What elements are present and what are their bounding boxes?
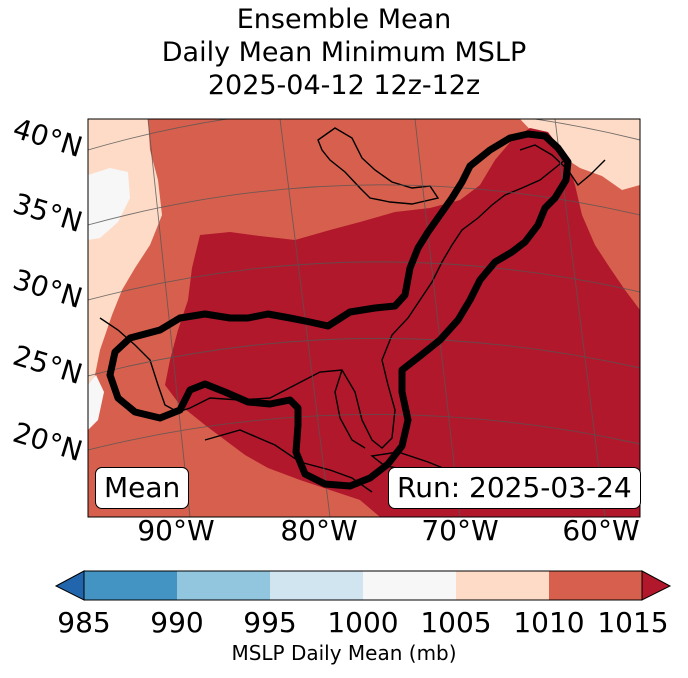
field-1015-core	[165, 128, 640, 517]
field-1000-1005-southwest	[88, 375, 104, 430]
colorbar-bin-1000-1005	[363, 571, 456, 600]
colorbar-bin-990-995	[177, 571, 270, 600]
colorbar-tick-1005: 1005	[420, 606, 492, 639]
colorbar-bin-995-1000	[270, 571, 363, 600]
colorbar-bin-1010-1015	[549, 571, 642, 600]
colorbar-label: MSLP Daily Mean (mb)	[231, 641, 457, 665]
meridian-70w	[414, 119, 461, 517]
lon-label-80w: 80°W	[280, 514, 358, 547]
title-line-1: Ensemble Mean	[236, 4, 452, 35]
colorbar-bin-985-990	[84, 571, 177, 600]
coastline-florida	[334, 369, 366, 449]
lon-label-90w: 90°W	[137, 514, 215, 547]
colorbar-extend-low	[54, 570, 85, 601]
map-frame	[87, 118, 641, 518]
lon-label-60w: 60°W	[562, 514, 640, 547]
colorbar	[54, 570, 672, 601]
parallel-35n	[88, 184, 640, 226]
mean-label: Mean	[95, 467, 190, 509]
colorbar-tick-1010: 1010	[513, 606, 585, 639]
colorbar-extend-high	[641, 570, 672, 601]
colorbar-tick-990: 990	[150, 606, 204, 639]
colorbar-tick-1000: 1000	[327, 606, 399, 639]
colorbar-bin-1005-1010	[456, 571, 549, 600]
contour-outline	[106, 130, 572, 490]
colorbar-frame	[83, 570, 643, 601]
parallel-25n	[88, 337, 640, 377]
parallel-30n	[88, 261, 640, 301]
title-line-2: Daily Mean Minimum MSLP	[161, 37, 527, 68]
colorbar-tick-1015: 1015	[597, 606, 669, 639]
parallel-20n	[88, 414, 640, 451]
meridian-90w	[147, 119, 191, 517]
colorbar-tick-985: 985	[57, 606, 111, 639]
run-date-label: Run: 2025-03-24	[388, 467, 641, 509]
parallel-40n	[88, 119, 640, 151]
lon-label-70w: 70°W	[421, 514, 499, 547]
title-line-3: 2025-04-12 12z-12z	[207, 70, 481, 101]
great-lakes	[317, 127, 440, 205]
colorbar-tick-995: 995	[243, 606, 297, 639]
